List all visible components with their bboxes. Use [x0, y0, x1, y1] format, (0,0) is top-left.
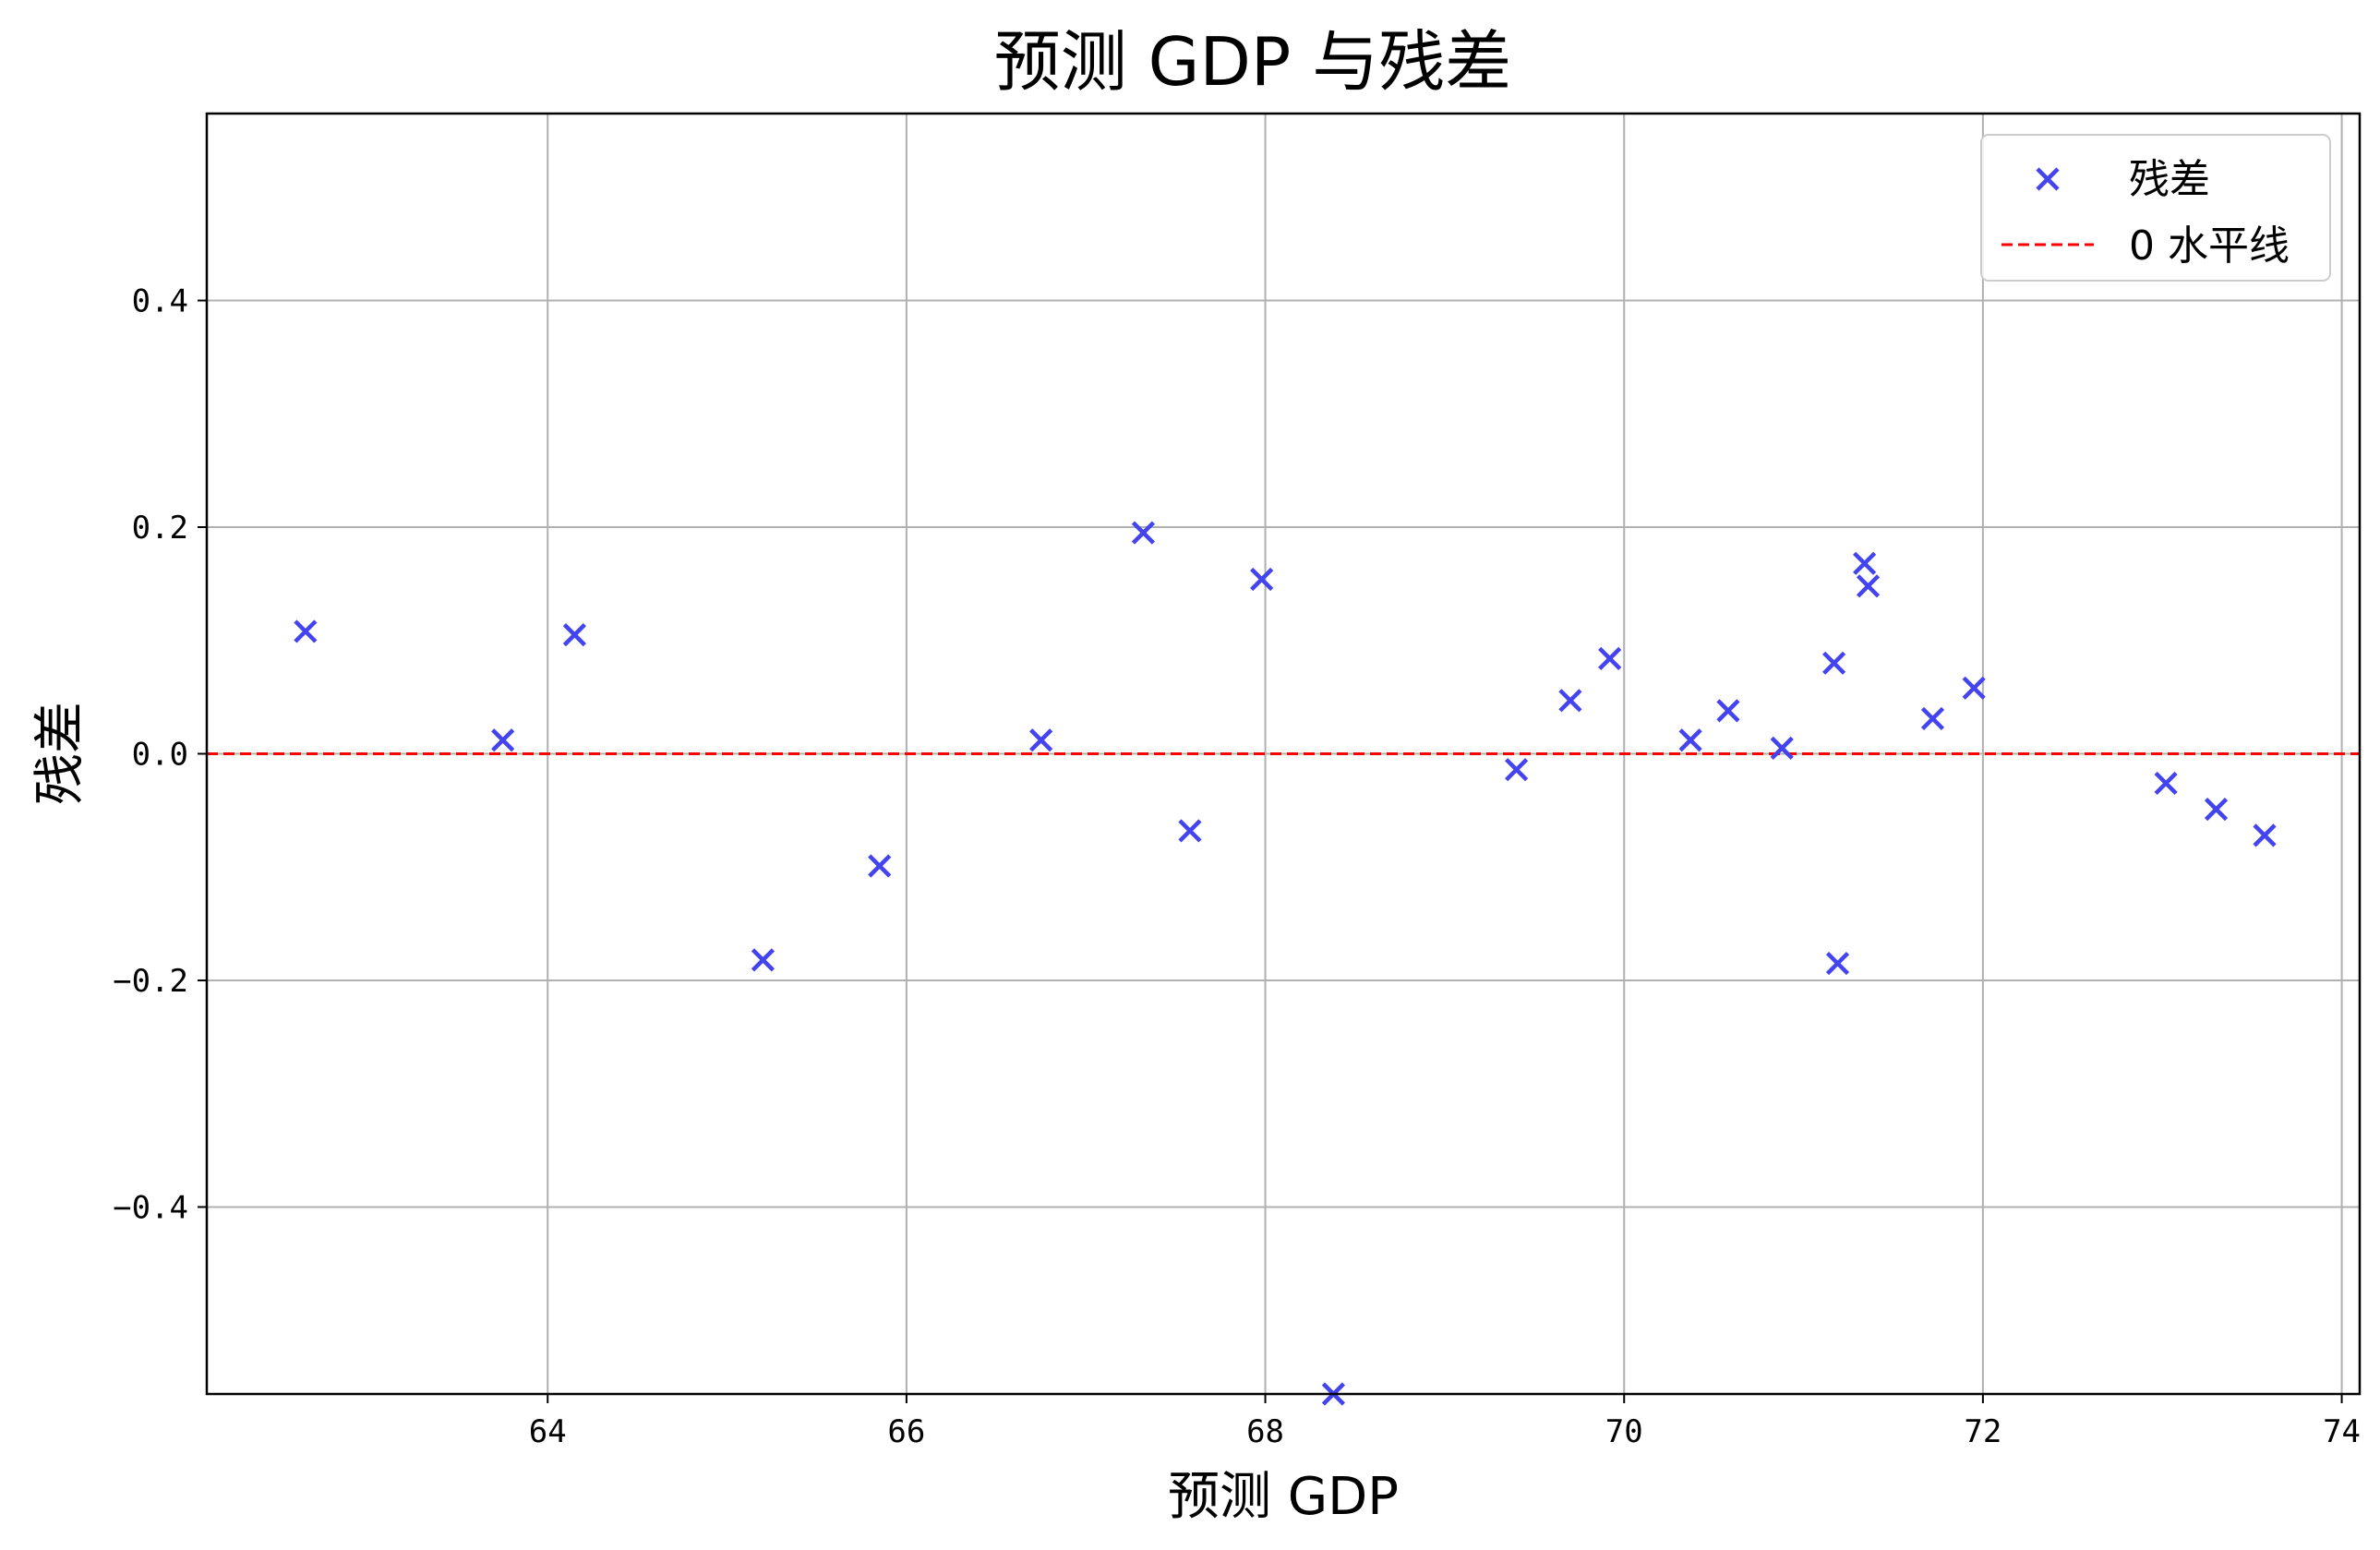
chart-title: 预测 GDP 与残差: [994, 23, 1511, 101]
residual-point: [1029, 728, 1053, 752]
x-axis-ticks: 64 66 68 70 72 74: [529, 1394, 2361, 1450]
residual-point: [294, 619, 318, 643]
residual-point: [1131, 521, 1156, 545]
residual-point: [1678, 728, 1702, 752]
legend: 残差 0 水平线: [1980, 134, 2331, 282]
x-tick-label: 74: [2323, 1413, 2361, 1450]
residual-point: [491, 728, 515, 752]
residual-point: [1962, 676, 1986, 700]
residual-point: [751, 948, 775, 972]
residual-point: [868, 854, 892, 878]
residual-points: [294, 521, 2277, 1406]
x-tick-label: 64: [529, 1413, 567, 1450]
residual-point: [1856, 574, 1881, 598]
y-tick-label: −0.2: [113, 963, 188, 1000]
y-tick-label: 0.0: [132, 737, 188, 774]
residual-point: [1558, 689, 1582, 713]
residual-point: [1770, 736, 1794, 760]
residual-point: [1598, 646, 1622, 670]
y-tick-label: 0.2: [132, 510, 188, 547]
x-tick-label: 72: [1964, 1413, 2001, 1450]
residual-point: [1853, 551, 1877, 575]
legend-entry-zero-line: 0 水平线: [2129, 222, 2290, 270]
residual-point: [2204, 798, 2229, 822]
y-tick-label: −0.4: [113, 1189, 188, 1226]
residual-point: [1822, 651, 1846, 675]
residual-point: [2154, 771, 2178, 796]
residual-point: [1178, 819, 1202, 843]
y-axis-ticks: 0.4 0.2 0.0 −0.2 −0.4: [113, 283, 207, 1226]
legend-entry-residuals: 残差: [2129, 156, 2210, 203]
residual-point: [562, 623, 586, 647]
x-tick-label: 66: [887, 1413, 925, 1450]
x-tick-label: 68: [1246, 1413, 1284, 1450]
legend-marker-x-icon: [2036, 167, 2060, 191]
x-axis-label: 预测 GDP: [1168, 1467, 1399, 1527]
residual-point: [2253, 823, 2277, 847]
y-tick-label: 0.4: [132, 283, 188, 320]
x-tick-label: 70: [1605, 1413, 1643, 1450]
residual-point: [1920, 706, 1945, 731]
residual-point: [1716, 699, 1740, 723]
y-axis-label: 残差: [30, 702, 90, 805]
residual-point: [1505, 758, 1529, 782]
residual-point: [1825, 951, 1850, 976]
residual-point: [1250, 567, 1274, 592]
